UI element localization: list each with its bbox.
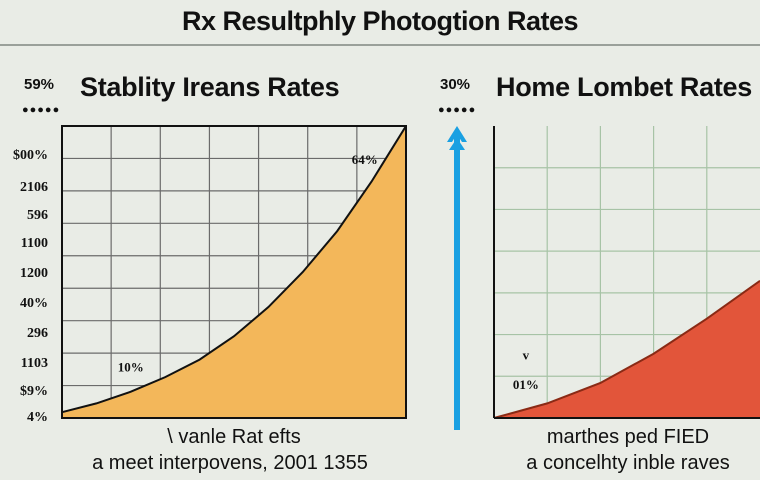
y-tick-label: $9%: [20, 384, 48, 399]
series-line: [493, 279, 760, 419]
y-tick-label: 596: [27, 208, 48, 223]
right-caption-line2: a concelhty inble raves: [526, 452, 730, 474]
y-tick-label: 40%: [20, 296, 48, 311]
y-tick-label: $00%: [13, 148, 48, 163]
data-label: 01%: [513, 377, 539, 392]
y-tick-label: 296: [27, 326, 48, 341]
series-line: [61, 125, 407, 414]
right-caption-line1: marthes ped FIED: [546, 426, 710, 448]
header: Rx Resultphly Photogtion Rates: [0, 0, 760, 46]
right-chart-title: Home Lombet Rates: [496, 72, 752, 102]
left-chart-title: Stablity Ireans Rates: [80, 72, 340, 102]
page-title: Rx Resultphly Photogtion Rates: [181, 6, 579, 36]
data-label: 10%: [118, 359, 144, 374]
header-divider: [0, 44, 760, 46]
plot-frame: [61, 125, 407, 419]
left-caption-line1: \ vanle Rat efts: [167, 426, 301, 448]
y-tick-label: 1200: [20, 266, 48, 281]
area-fill: [62, 126, 406, 418]
y-tick-label: 1103: [20, 356, 48, 371]
right-panel-label: 30%: [440, 76, 471, 93]
left-panel-label: 59%: [24, 76, 55, 93]
area-fill: [494, 280, 760, 418]
up-arrow-icon: [447, 120, 467, 430]
y-tick-label: 4%: [27, 410, 48, 425]
right-dots-decoration: ●●●●●: [438, 104, 477, 116]
y-tick-label: 1100: [20, 236, 48, 251]
y-tick-label: 2106: [20, 180, 48, 195]
left-dots-decoration: ●●●●●: [22, 104, 61, 116]
left-caption-line2: a meet interpovens, 2001 1355: [92, 452, 368, 474]
data-label: v: [523, 348, 530, 363]
data-label: 64%: [352, 152, 378, 167]
